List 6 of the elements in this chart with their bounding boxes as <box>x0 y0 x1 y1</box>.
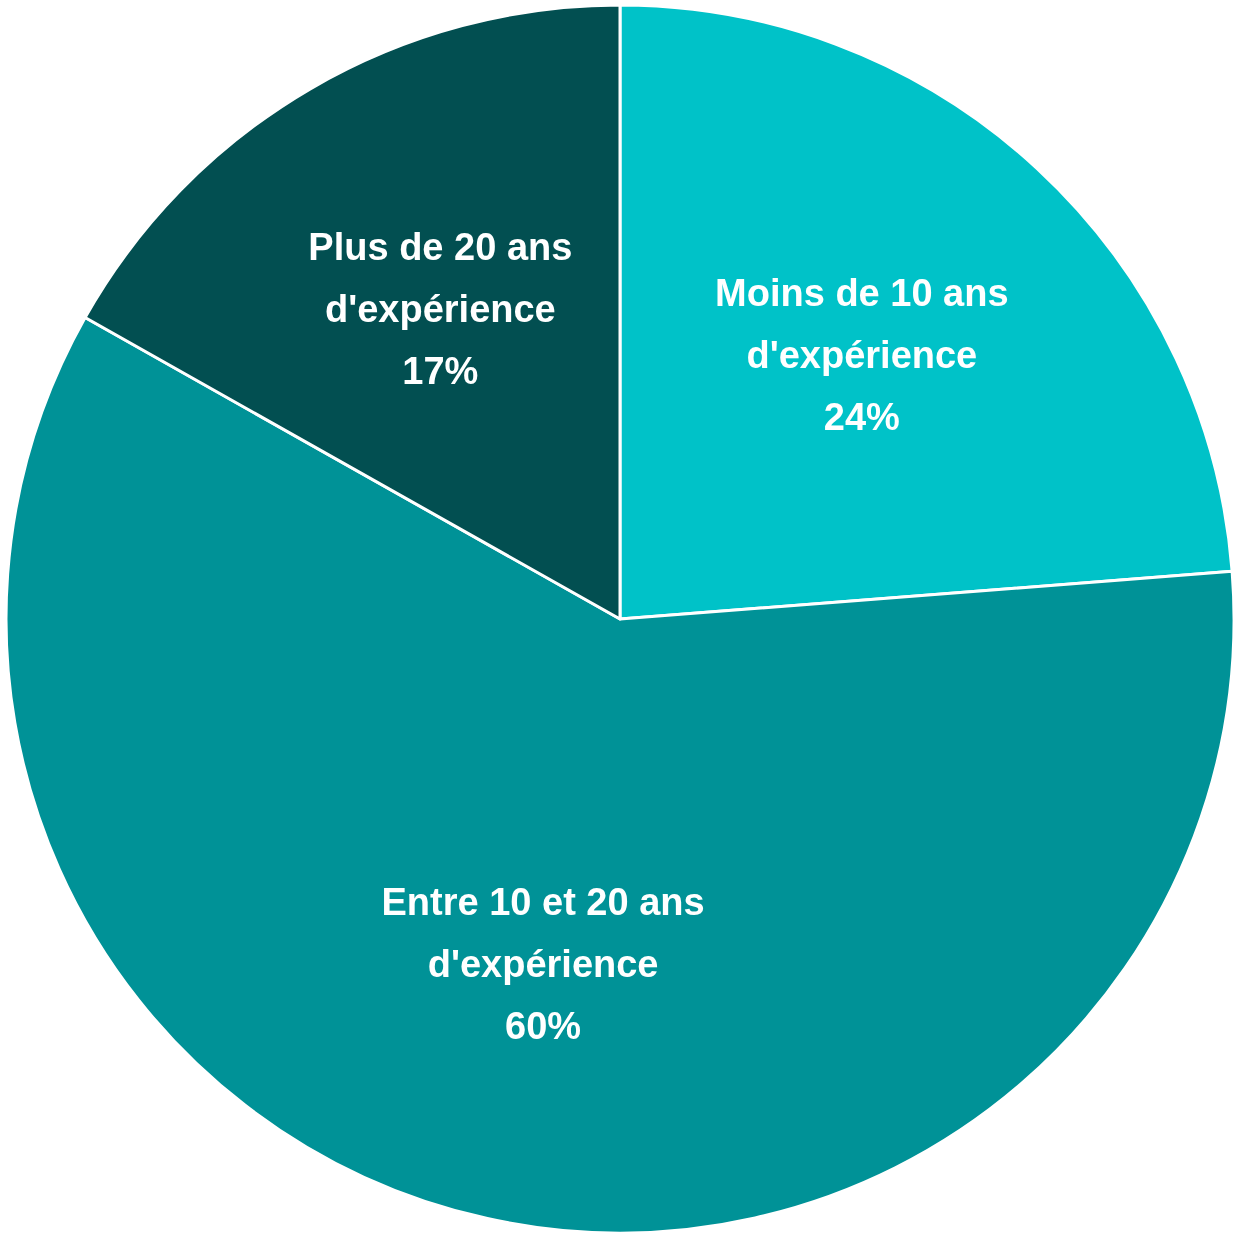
data-label: 17% <box>402 349 479 392</box>
slice-label: Moins de 10 ans d'expérience <box>715 271 1009 376</box>
slice-label: Entre 10 et 20 ans d'expérience <box>381 880 705 985</box>
data-label: 60% <box>505 1004 582 1047</box>
slice-label: Plus de 20 ans d'expérience <box>308 225 573 330</box>
data-label: 24% <box>823 395 900 438</box>
